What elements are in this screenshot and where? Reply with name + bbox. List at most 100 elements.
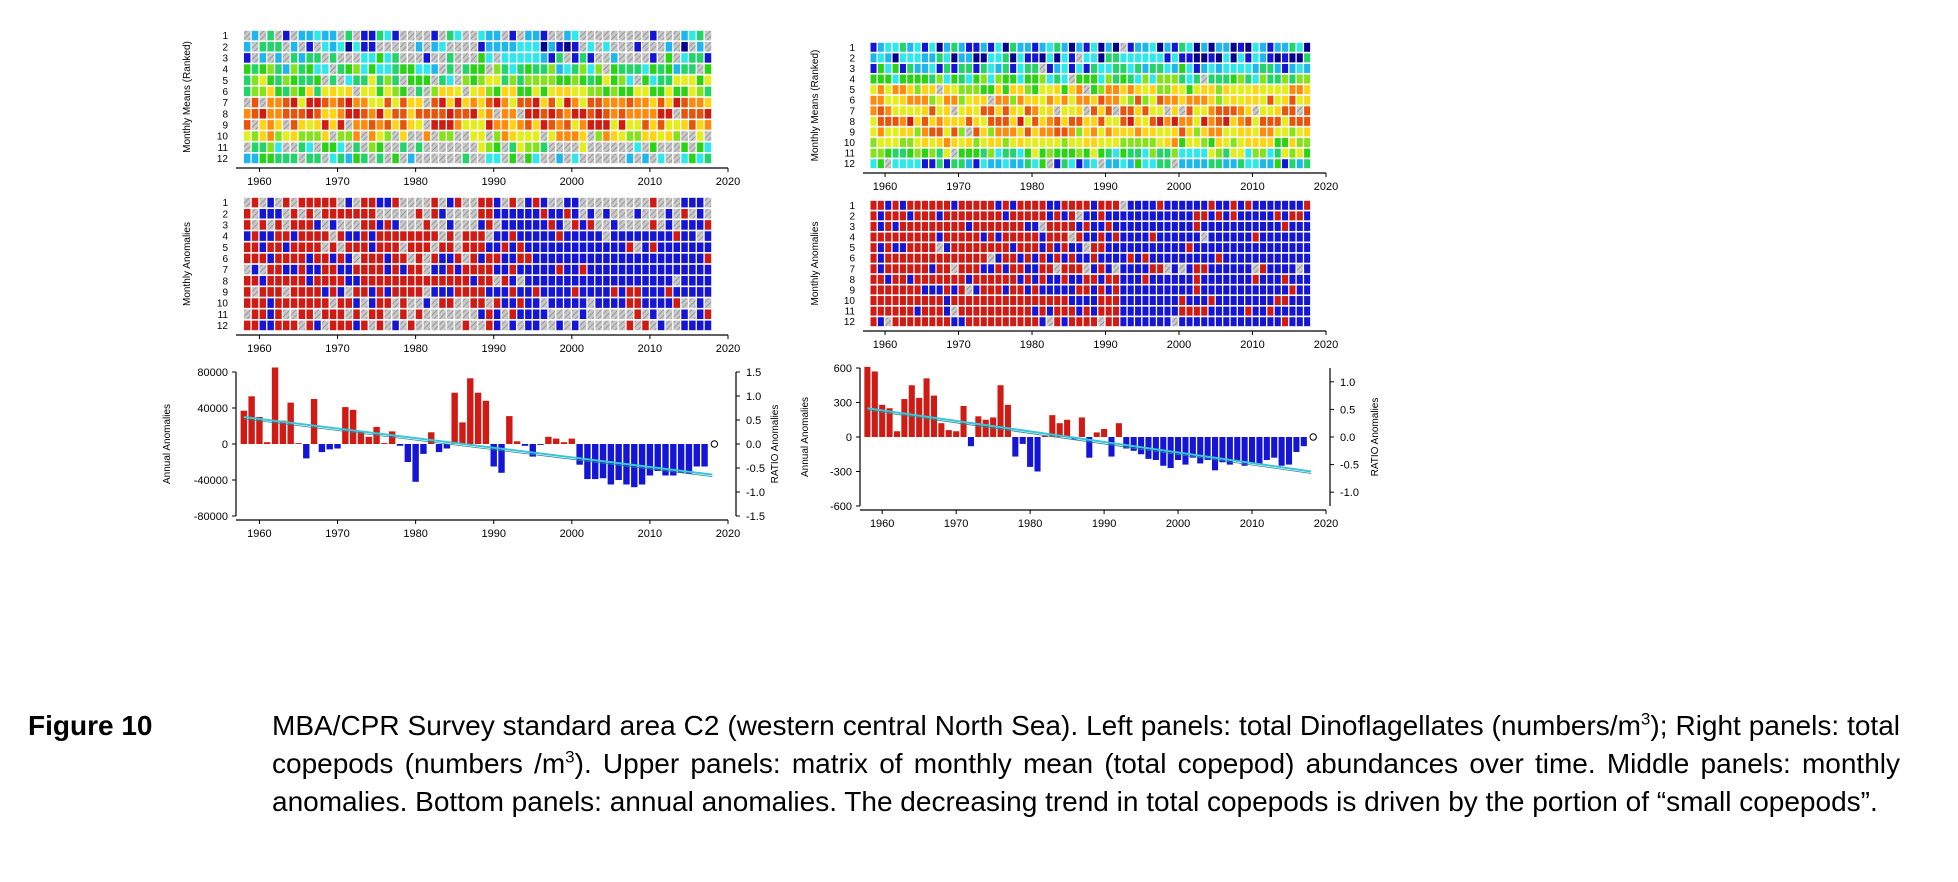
- heatmap-cell: [368, 197, 376, 208]
- heatmap-cell: [540, 75, 548, 86]
- heatmap-cell: [368, 131, 376, 141]
- annual-bar: [545, 436, 552, 444]
- heatmap-cell: [392, 120, 399, 130]
- heatmap-cell: [907, 200, 914, 210]
- heatmap-cell: [921, 253, 928, 263]
- heatmap-cell: [525, 208, 532, 219]
- heatmap-cell: [1157, 127, 1164, 137]
- heatmap-cell: [1208, 148, 1215, 158]
- heatmap-cell: [943, 95, 951, 105]
- heatmap-cell: [564, 153, 571, 164]
- heatmap-cell: [290, 220, 298, 230]
- heatmap-cell: [665, 64, 673, 74]
- heatmap-cell: [1039, 296, 1046, 306]
- heatmap-cell: [943, 285, 951, 295]
- heatmap-cell: [1223, 138, 1230, 148]
- heatmap-cell: [1245, 63, 1252, 73]
- heatmap-cell: [454, 120, 462, 130]
- annual-bar: [879, 404, 886, 437]
- x-tick-label: 2020: [716, 176, 740, 188]
- heatmap-cell: [936, 148, 943, 158]
- heatmap-cell: [603, 30, 610, 41]
- heatmap-cell: [1135, 296, 1142, 306]
- heatmap-cell: [337, 108, 345, 119]
- heatmap-cell: [1267, 285, 1274, 295]
- heatmap-cell: [966, 95, 973, 105]
- annual-bar: [342, 407, 349, 444]
- annual-bar: [568, 438, 576, 444]
- heatmap-cell: [447, 64, 454, 74]
- heatmap-cell: [462, 264, 470, 275]
- heatmap-cell: [431, 30, 438, 41]
- heatmap-cell: [1076, 74, 1083, 84]
- heatmap-cell: [470, 242, 477, 253]
- heatmap-cell: [400, 131, 407, 141]
- heatmap-cell: [353, 75, 360, 86]
- heatmap-cell: [579, 142, 587, 153]
- heatmap-cell: [1289, 74, 1296, 84]
- heatmap-cell: [1032, 264, 1039, 274]
- heatmap-cell: [626, 298, 634, 308]
- heatmap-cell: [958, 243, 965, 253]
- x-tick-label: 1980: [1018, 518, 1042, 530]
- heatmap-cell: [914, 296, 921, 306]
- heatmap-cell: [642, 75, 649, 86]
- heatmap-cell: [980, 211, 987, 221]
- heatmap-cell: [407, 97, 415, 108]
- annual-bar: [529, 444, 536, 457]
- heatmap-cell: [696, 309, 704, 320]
- heatmap-cell: [914, 85, 921, 95]
- heatmap-cell: [478, 131, 485, 141]
- heatmap-cell: [1010, 63, 1017, 73]
- heatmap-cell: [595, 231, 602, 241]
- heatmap-cell: [283, 120, 290, 130]
- heatmap-cell: [1127, 232, 1134, 242]
- heatmap-cell: [1149, 274, 1156, 284]
- heatmap-cell: [423, 264, 431, 275]
- heatmap-cell: [329, 287, 337, 297]
- heatmap-cell: [361, 53, 368, 63]
- heatmap-cell: [251, 264, 259, 275]
- heatmap-cell: [1289, 211, 1296, 221]
- heatmap-cell: [470, 298, 477, 308]
- heatmap-cell: [1068, 296, 1075, 306]
- heatmap-cell: [486, 41, 493, 52]
- heatmap-cell: [368, 264, 376, 275]
- heatmap-cell: [579, 231, 587, 241]
- heatmap-cell: [1090, 138, 1098, 148]
- heatmap-cell: [400, 231, 407, 241]
- heatmap-cell: [988, 264, 995, 274]
- heatmap-cell: [1230, 211, 1237, 221]
- heatmap-cell: [1120, 264, 1127, 274]
- heatmap-cell: [1017, 274, 1024, 284]
- heatmap-cell: [368, 97, 376, 108]
- heatmap-cell: [921, 306, 928, 316]
- heatmap-cell: [1201, 274, 1208, 284]
- heatmap-cell: [914, 53, 921, 63]
- heatmap-cell: [1223, 253, 1230, 263]
- heatmap-cell: [1289, 317, 1296, 327]
- heatmap-cell: [650, 75, 657, 86]
- heatmap-cell: [259, 64, 267, 74]
- heatmap-cell: [376, 97, 384, 108]
- heatmap-cell: [958, 106, 965, 116]
- heatmap-cell: [509, 75, 516, 86]
- heatmap-cell: [951, 317, 958, 327]
- heatmap-cell: [1208, 243, 1215, 253]
- heatmap-cell: [885, 306, 892, 316]
- heatmap-cell: [1039, 95, 1046, 105]
- heatmap-cell: [921, 317, 928, 327]
- heatmap-cell: [929, 53, 936, 63]
- heatmap-cell: [423, 309, 431, 320]
- heatmap-cell: [1135, 53, 1142, 63]
- heatmap-cell: [243, 242, 251, 253]
- heatmap-cell: [298, 264, 306, 275]
- heatmap-cell: [1090, 253, 1098, 263]
- heatmap-cell: [1186, 306, 1193, 316]
- heatmap-cell: [407, 253, 415, 264]
- heatmap-cell: [1260, 159, 1267, 169]
- heatmap-cell: [400, 120, 407, 130]
- heatmap-cell: [1149, 42, 1156, 52]
- heatmap-cell: [618, 309, 626, 320]
- heatmap-cell: [1054, 296, 1061, 306]
